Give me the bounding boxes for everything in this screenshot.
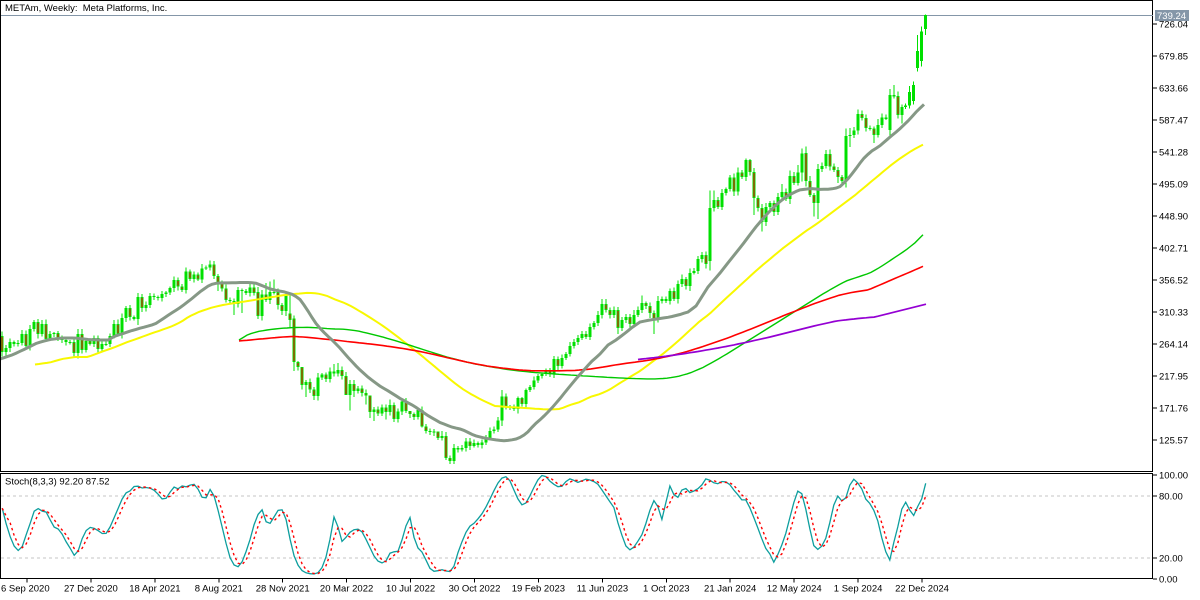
svg-text:10 Jul 2022: 10 Jul 2022	[386, 584, 435, 595]
svg-text:21 Jan 2024: 21 Jan 2024	[704, 584, 756, 595]
svg-text:495.09: 495.09	[1159, 180, 1188, 191]
svg-text:356.52: 356.52	[1159, 276, 1188, 287]
svg-text:28 Nov 2021: 28 Nov 2021	[256, 584, 310, 595]
svg-text:Stoch(8,3,3) 92.20 87.52: Stoch(8,3,3) 92.20 87.52	[5, 477, 110, 488]
svg-text:20.00: 20.00	[1159, 554, 1183, 565]
svg-text:1 Sep 2024: 1 Sep 2024	[834, 584, 883, 595]
svg-text:264.14: 264.14	[1159, 340, 1188, 351]
svg-text:100.00: 100.00	[1159, 471, 1188, 482]
svg-text:19 Feb 2023: 19 Feb 2023	[512, 584, 565, 595]
svg-text:171.76: 171.76	[1159, 404, 1188, 415]
svg-text:27 Dec 2020: 27 Dec 2020	[64, 584, 118, 595]
svg-text:679.85: 679.85	[1159, 52, 1188, 63]
svg-text:633.66: 633.66	[1159, 84, 1188, 95]
svg-text:587.47: 587.47	[1159, 116, 1188, 127]
svg-text:310.33: 310.33	[1159, 308, 1188, 319]
svg-text:739.24: 739.24	[1157, 11, 1186, 22]
svg-text:217.95: 217.95	[1159, 372, 1188, 383]
svg-text:18 Apr 2021: 18 Apr 2021	[129, 584, 180, 595]
svg-text:125.57: 125.57	[1159, 436, 1188, 447]
svg-text:80.00: 80.00	[1159, 491, 1183, 502]
svg-text:12 May 2024: 12 May 2024	[767, 584, 822, 595]
svg-text:1 Oct 2023: 1 Oct 2023	[643, 584, 689, 595]
svg-text:726.04: 726.04	[1159, 20, 1188, 31]
svg-text:20 Mar 2022: 20 Mar 2022	[320, 584, 373, 595]
svg-text:30 Oct 2022: 30 Oct 2022	[449, 584, 501, 595]
svg-text:541.28: 541.28	[1159, 148, 1188, 159]
svg-text:402.71: 402.71	[1159, 244, 1188, 255]
svg-text:8 Aug 2021: 8 Aug 2021	[195, 584, 243, 595]
svg-text:11 Jun 2023: 11 Jun 2023	[577, 584, 629, 595]
svg-text:METAm, Weekly: Meta Platforms: METAm, Weekly: Meta Platforms, Inc.	[5, 3, 167, 14]
svg-text:448.90: 448.90	[1159, 212, 1188, 223]
svg-text:0.00: 0.00	[1159, 574, 1178, 585]
svg-text:6 Sep 2020: 6 Sep 2020	[1, 584, 50, 595]
svg-text:22 Dec 2024: 22 Dec 2024	[895, 584, 949, 595]
